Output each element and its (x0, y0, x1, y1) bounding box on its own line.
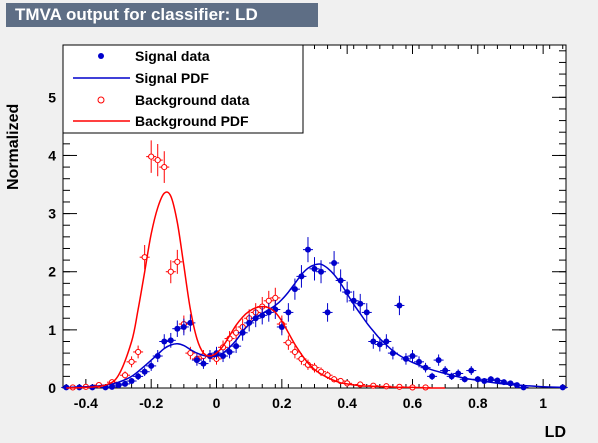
signal-data-point (63, 384, 70, 391)
x-tick-label: -0.2 (139, 395, 163, 411)
signal-data-point (455, 370, 462, 377)
signal-data-point (128, 378, 135, 385)
x-axis-title: LD (545, 424, 566, 441)
signal-data-point (291, 286, 298, 293)
x-tick-label: 0.4 (337, 395, 357, 411)
background-data-point (128, 358, 135, 365)
signal-data-point (304, 246, 311, 253)
signal-data-point (161, 338, 168, 345)
background-pdf-curve (66, 191, 446, 389)
signal-data-point (200, 360, 207, 367)
legend-background-data-label: Background data (135, 92, 250, 108)
signal-data-point (435, 357, 442, 364)
signal-data-point (278, 323, 285, 330)
signal-data-point (376, 341, 383, 348)
chart-title: TMVA output for classifier: LD (6, 3, 318, 27)
signal-data-point (468, 367, 475, 374)
y-tick-label: 4 (48, 147, 56, 163)
x-tick-label: 0.6 (403, 395, 423, 411)
x-tick-label: -0.4 (74, 395, 98, 411)
signal-data-point (324, 309, 331, 316)
legend-signal-data-label: Signal data (135, 48, 210, 64)
signal-data-point (363, 309, 370, 316)
background-data-point (148, 153, 155, 160)
background-data-point (161, 163, 168, 171)
signal-data-point (370, 338, 377, 345)
legend: Signal data Signal PDF Background data B… (62, 44, 304, 134)
signal-data-point (487, 376, 494, 383)
signal-data-point (167, 337, 174, 344)
y-tick-label: 1 (48, 322, 56, 338)
background-data-point (285, 339, 292, 346)
signal-data-point (115, 382, 122, 389)
background-data-point (265, 297, 272, 304)
signal-data-point (298, 273, 305, 280)
y-tick-label: 0 (48, 380, 56, 396)
background-data-point (121, 372, 129, 379)
x-tick-labels: -0.4 -0.2 0 0.2 0.4 0.6 0.8 1 (74, 395, 547, 411)
y-tick-label: 2 (48, 264, 56, 280)
x-tick-label: 0.2 (272, 395, 292, 411)
legend-signal-pdf-label: Signal PDF (135, 70, 209, 86)
background-data-point (135, 348, 142, 356)
signal-data-point (396, 302, 403, 309)
signal-data-point (233, 343, 240, 350)
signal-data-point (108, 383, 115, 390)
signal-data-point (285, 309, 292, 316)
signal-data-point (141, 368, 148, 375)
signal-data-point (318, 268, 325, 275)
background-data-point (154, 157, 161, 164)
legend-background-pdf-label: Background PDF (135, 113, 249, 129)
signal-data-point (246, 319, 253, 326)
background-data-point (167, 268, 174, 275)
signal-pdf-curve (66, 263, 563, 389)
signal-data-point (311, 265, 318, 272)
signal-data-point (193, 357, 200, 364)
x-tick-label: 0 (213, 395, 221, 411)
background-data-point (187, 350, 194, 357)
y-tick-label: 3 (48, 206, 56, 222)
background-data-point (272, 294, 279, 301)
signal-data-point (154, 353, 161, 360)
signal-data-point (122, 380, 129, 387)
legend-signal-data-marker (98, 53, 104, 59)
signal-data-point (180, 323, 187, 330)
signal-data-point (174, 325, 181, 332)
legend-background-data-marker (97, 96, 105, 104)
signal-data-point (135, 373, 142, 380)
signal-data-point (148, 362, 155, 369)
y-tick-label: 5 (48, 89, 56, 105)
signal-data-point (494, 377, 501, 384)
background-data-point (174, 258, 181, 265)
y-axis-title: Normalized (5, 104, 22, 190)
x-tick-label: 1 (539, 395, 547, 411)
signal-data-point (416, 358, 423, 365)
legend-box (62, 44, 304, 134)
x-tick-label: 0.8 (468, 395, 488, 411)
signal-data-point (331, 260, 338, 267)
signal-data-point (429, 373, 436, 380)
signal-data-point (409, 353, 416, 360)
signal-data-point (357, 300, 364, 307)
signal-data-point (559, 384, 566, 391)
signal-data-point (226, 348, 233, 355)
y-tick-labels: 0 1 2 3 4 5 (48, 89, 56, 396)
signal-data-point (187, 319, 194, 326)
signal-data-point (442, 367, 449, 374)
background-data-point (291, 348, 299, 356)
